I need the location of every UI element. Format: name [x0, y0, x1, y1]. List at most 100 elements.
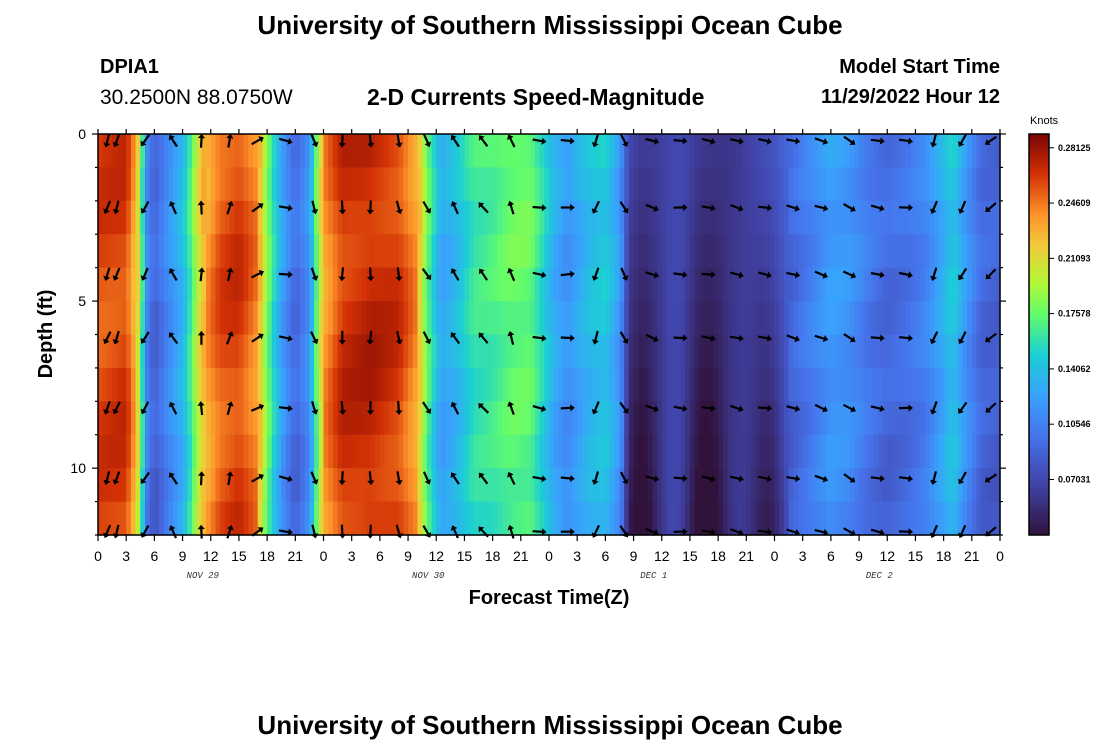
heat-cell [393, 401, 400, 436]
heat-cell [619, 167, 625, 202]
heat-cell [624, 200, 630, 235]
heat-cell [633, 167, 639, 202]
heat-cell [586, 234, 592, 269]
heat-cell [868, 401, 874, 436]
heat-cell [704, 401, 710, 436]
heat-cell [107, 334, 113, 369]
x-tick-label: 15 [908, 548, 924, 564]
current-vector [814, 403, 828, 413]
heat-cell [746, 134, 752, 169]
heat-cell [408, 501, 414, 536]
heat-cell [783, 200, 790, 235]
heat-cell [426, 468, 433, 503]
heat-cell [290, 468, 296, 503]
heat-cell [534, 234, 541, 269]
heat-cell [657, 301, 663, 336]
heat-cell [271, 501, 278, 536]
heat-cell [957, 367, 964, 402]
heat-cell [328, 434, 334, 469]
heat-cell [985, 167, 992, 202]
current-vector [729, 271, 744, 279]
heat-cell [445, 167, 451, 202]
heat-cell [755, 134, 762, 169]
heat-cell [948, 134, 954, 169]
heat-cell [417, 167, 423, 202]
heat-cell [379, 167, 386, 202]
heat-cell [102, 367, 108, 402]
heat-cell [487, 134, 494, 169]
heat-cell [610, 334, 616, 369]
heat-cell [267, 367, 273, 402]
heat-cell [779, 267, 785, 302]
heat-cell [887, 234, 893, 269]
heat-cell [116, 501, 123, 536]
heat-cell [126, 401, 132, 436]
heat-cell [412, 367, 419, 402]
heat-cell [379, 234, 386, 269]
heat-cell [976, 134, 982, 169]
heat-cell [267, 301, 273, 336]
heat-cell [826, 334, 832, 369]
heat-cell [144, 234, 151, 269]
heat-cell [300, 434, 306, 469]
heat-cell [976, 234, 982, 269]
heat-cell [920, 167, 926, 202]
x-tick-label: 21 [513, 548, 529, 564]
heat-cell [736, 301, 743, 336]
heat-cell [361, 200, 367, 235]
heat-cell [962, 134, 968, 169]
heat-cell [816, 434, 823, 469]
heat-cell [924, 200, 931, 235]
heat-cell [572, 367, 578, 402]
heat-cell [144, 367, 151, 402]
x-tick-label: 3 [122, 548, 130, 564]
heat-cell [191, 134, 198, 169]
heat-cell [149, 468, 155, 503]
heat-cell [873, 501, 879, 536]
heat-cell [403, 434, 409, 469]
heat-cell [539, 134, 545, 169]
heat-cell [98, 334, 104, 369]
heat-cell [797, 200, 804, 235]
heat-cell [98, 434, 104, 469]
heat-cell [187, 234, 193, 269]
heat-cell [361, 367, 367, 402]
heat-cell [694, 267, 700, 302]
heat-cell [779, 501, 785, 536]
heat-cell [234, 167, 240, 202]
heat-cell [525, 434, 531, 469]
heat-cell [196, 267, 202, 302]
heat-cell [990, 134, 996, 169]
heat-cell [755, 301, 762, 336]
heat-cell [389, 167, 395, 202]
heat-cell [934, 134, 940, 169]
heat-cell [642, 367, 649, 402]
heat-cell [483, 200, 489, 235]
heat-cell [981, 434, 987, 469]
current-vector [758, 271, 772, 279]
heat-cell [595, 301, 602, 336]
heat-cell [107, 401, 113, 436]
heat-cell [328, 267, 334, 302]
heat-cell [981, 134, 987, 169]
heat-cell [619, 468, 625, 503]
heat-cell [854, 267, 860, 302]
heat-cell [713, 301, 719, 336]
heat-cell [718, 267, 724, 302]
heat-cell [896, 401, 902, 436]
heat-cell [384, 200, 390, 235]
heat-cell [469, 167, 475, 202]
heat-cell [196, 367, 202, 402]
heat-cell [722, 267, 729, 302]
heat-cell [253, 234, 259, 269]
current-vector [673, 203, 688, 212]
heat-cell [243, 200, 249, 235]
heat-cell [346, 367, 353, 402]
heat-cell [177, 301, 184, 336]
heat-cell [967, 234, 973, 269]
heat-cell [483, 401, 489, 436]
heat-cell [901, 468, 907, 503]
heat-cell [450, 334, 456, 369]
heat-cell [440, 501, 447, 536]
heat-cell [685, 134, 691, 169]
